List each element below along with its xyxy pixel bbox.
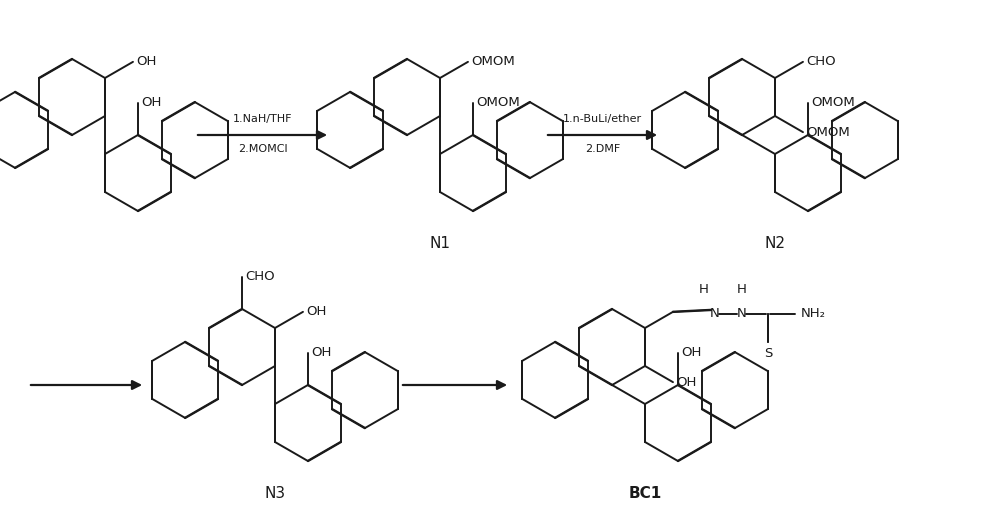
Text: CHO: CHO (806, 55, 836, 68)
Text: OMOM: OMOM (806, 126, 850, 139)
Text: 2.MOMCl: 2.MOMCl (238, 144, 287, 154)
Text: 1.NaH/THF: 1.NaH/THF (233, 114, 292, 124)
Text: OH: OH (681, 346, 701, 359)
Text: NH₂: NH₂ (800, 307, 825, 320)
Text: 1.n-BuLi/ether: 1.n-BuLi/ether (563, 114, 642, 124)
Text: OH: OH (306, 305, 326, 318)
Text: BC1: BC1 (628, 486, 662, 501)
Text: S: S (764, 347, 772, 360)
Text: 2.DMF: 2.DMF (585, 144, 620, 154)
Text: CHO: CHO (245, 270, 275, 283)
Text: OH: OH (141, 96, 161, 109)
Text: N3: N3 (264, 486, 286, 501)
Text: N: N (710, 307, 720, 320)
Text: H: H (698, 282, 708, 295)
Text: OMOM: OMOM (471, 55, 515, 68)
Text: OMOM: OMOM (811, 96, 855, 109)
Text: OMOM: OMOM (476, 96, 520, 109)
Text: OH: OH (311, 346, 331, 359)
Text: OH: OH (676, 376, 696, 389)
Text: N: N (736, 307, 746, 320)
Text: OH: OH (136, 55, 156, 68)
Text: H: H (736, 282, 746, 295)
Text: N1: N1 (430, 235, 450, 251)
Text: N2: N2 (765, 235, 786, 251)
